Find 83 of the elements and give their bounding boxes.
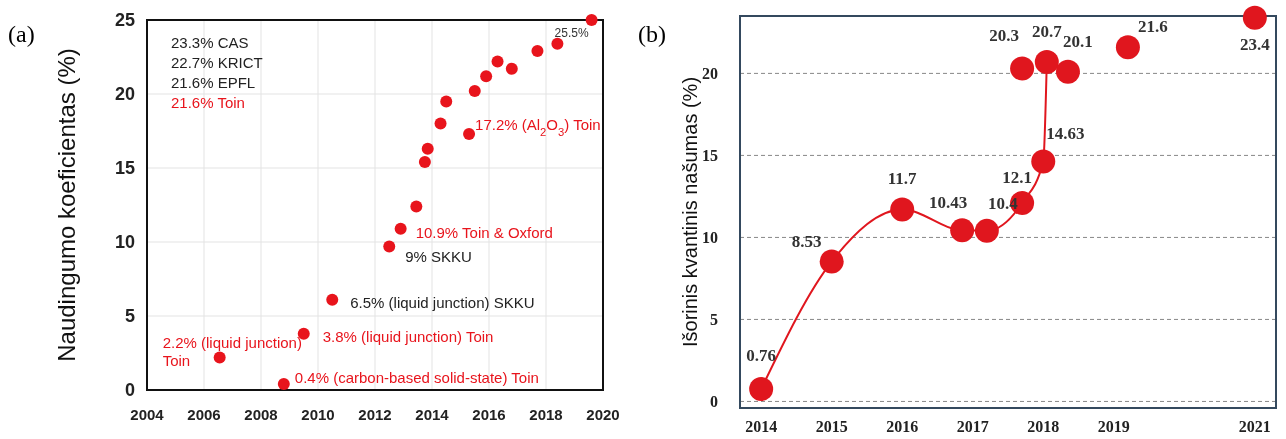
annotation: 0.4% (carbon-based solid-state) Toin xyxy=(294,369,539,387)
y-tick-label: 5 xyxy=(710,311,718,329)
chart-title: (b) xyxy=(638,21,666,47)
x-tick-label: 2020 xyxy=(586,406,620,423)
x-tick-label: 2012 xyxy=(358,406,392,423)
data-label: 20.3 xyxy=(989,26,1019,46)
data-label: 10.43 xyxy=(929,193,968,213)
point xyxy=(890,197,915,222)
x-tick-label: 2018 xyxy=(529,406,563,423)
data-label: 21.6 xyxy=(1138,17,1168,37)
point xyxy=(410,200,423,213)
annotation: 6.5% (liquid junction) SKKU xyxy=(350,293,535,311)
x-tick-label: 2018 xyxy=(1027,418,1060,435)
point xyxy=(749,376,774,401)
point xyxy=(1055,59,1080,84)
point xyxy=(1034,49,1059,74)
point xyxy=(551,37,564,50)
point xyxy=(819,249,844,274)
y-tick-label: 25 xyxy=(114,10,135,30)
data-label: 14.63 xyxy=(1046,124,1085,144)
annotation: 3.8% (liquid junction) Toin xyxy=(322,327,494,345)
y-tick-label: 0 xyxy=(710,393,718,411)
annotation: 22.7% KRICT xyxy=(171,54,263,71)
data-label: 11.7 xyxy=(887,168,918,188)
annotation: 2.2% (liquid junction) Toin xyxy=(162,334,302,370)
x-tick-label: 2017 xyxy=(956,418,989,435)
x-tick-label: 2016 xyxy=(886,418,919,435)
x-tick-label: 2004 xyxy=(130,406,165,423)
point xyxy=(1010,56,1035,81)
chart-title: (a) xyxy=(8,21,35,47)
y-tick-label: 0 xyxy=(124,380,135,400)
x-tick-label: 2016 xyxy=(472,406,506,423)
data-label: 20.1 xyxy=(1063,31,1093,51)
data-label: 23.4 xyxy=(1239,34,1271,54)
annotation: 23.3% CAS xyxy=(171,34,249,51)
y-axis-title: Naudingumo koeficientas (%) xyxy=(53,48,80,362)
x-tick-label: 2006 xyxy=(187,406,221,423)
point xyxy=(434,117,447,130)
annotation: 10.9% Toin & Oxford xyxy=(415,223,553,241)
point xyxy=(950,218,975,243)
point xyxy=(531,45,544,58)
y-tick-label: 10 xyxy=(114,232,135,252)
annotation: 21.6% Toin xyxy=(171,94,245,111)
point xyxy=(468,85,481,98)
x-tick-label: 2010 xyxy=(301,406,335,423)
point xyxy=(418,156,431,169)
point xyxy=(1031,149,1056,174)
point xyxy=(421,142,434,155)
x-tick-label: 2008 xyxy=(244,406,278,423)
y-tick-label: 10 xyxy=(702,229,718,247)
point xyxy=(383,240,396,253)
point xyxy=(440,95,453,108)
y-tick-label: 5 xyxy=(124,306,135,326)
y-tick-label: 15 xyxy=(702,147,718,165)
point xyxy=(505,62,518,75)
point xyxy=(585,14,598,26)
point xyxy=(463,127,476,140)
x-tick-label: 2014 xyxy=(745,418,778,435)
y-axis-title: Išorinis kvantinis našumas (%) xyxy=(679,76,701,348)
y-tick-label: 15 xyxy=(114,158,135,178)
point xyxy=(326,293,339,306)
x-tick-label: 2014 xyxy=(415,406,450,423)
point xyxy=(974,218,999,243)
point xyxy=(394,222,407,235)
point xyxy=(491,55,504,68)
x-tick-label: 2019 xyxy=(1097,418,1130,435)
y-tick-label: 20 xyxy=(114,84,135,104)
point xyxy=(213,351,226,364)
x-tick-label: 2015 xyxy=(815,418,848,435)
annotation: 9% SKKU xyxy=(405,248,472,266)
point xyxy=(1115,35,1140,60)
data-label: 12.1 xyxy=(1002,167,1032,187)
annotation: 17.2% (Al$_{2}$O$_{3}$) Toin xyxy=(475,115,601,138)
data-label: 20.7 xyxy=(1031,21,1063,41)
annotation: 21.6% EPFL xyxy=(171,74,256,91)
point xyxy=(277,378,290,391)
x-tick-label: 2021 xyxy=(1238,418,1271,435)
point xyxy=(480,70,493,83)
annotation: 25.5% xyxy=(554,26,589,40)
data-label: 0.76 xyxy=(746,345,777,365)
data-label: 8.53 xyxy=(791,231,822,251)
y-tick-label: 20 xyxy=(702,65,718,83)
point xyxy=(1242,5,1267,30)
